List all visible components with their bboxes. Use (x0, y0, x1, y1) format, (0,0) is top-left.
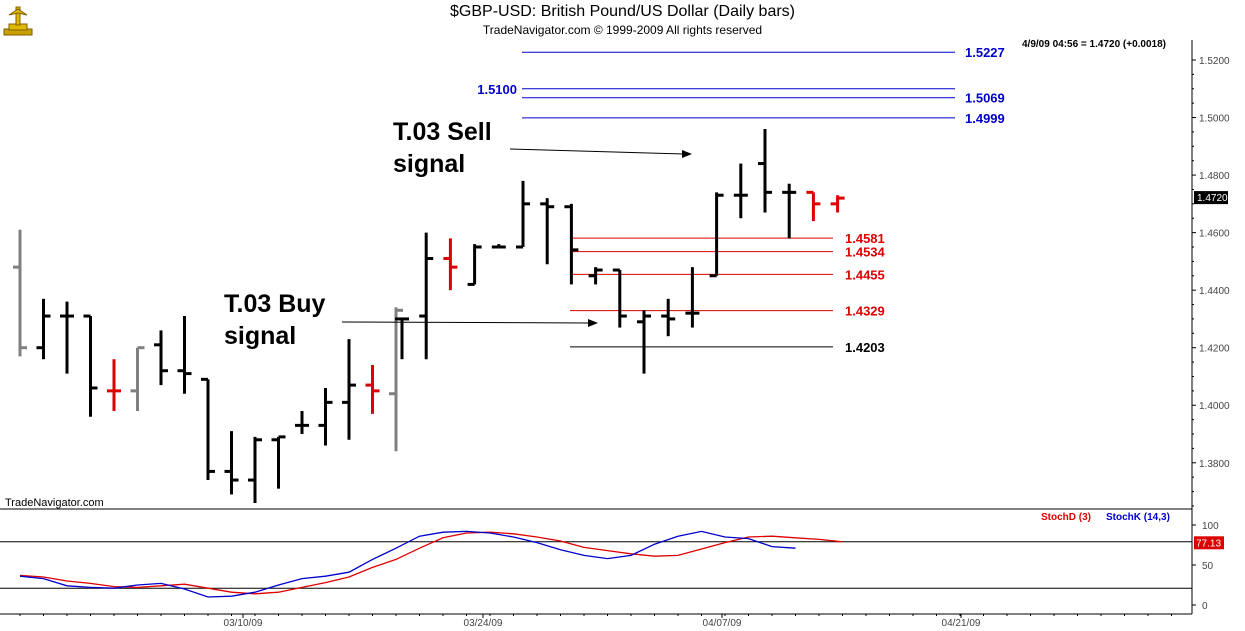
ohlc-bar (60, 301, 74, 374)
date-tick-label: 04/07/09 (703, 618, 742, 629)
last-price-box (1194, 191, 1228, 205)
ohlc-bar (564, 203, 579, 285)
stoch-last-value-label: 77.13 (1196, 538, 1221, 549)
ohlc-bar (271, 435, 286, 489)
stoch-last-value-box (1194, 536, 1224, 550)
ohlc-bar (782, 183, 797, 239)
level-label-1.4999: 1.4999 (965, 111, 1005, 126)
level-label-1.4329: 1.4329 (845, 304, 885, 319)
ohlc-bar (612, 268, 627, 328)
ohlc-bar (389, 307, 403, 452)
level-label-1.5227: 1.5227 (965, 45, 1005, 60)
date-tick-label: 03/24/09 (464, 618, 503, 629)
date-tick-label: 04/21/09 (942, 618, 981, 629)
price-tick-label: 1.3800 (1199, 459, 1230, 470)
ohlc-bar (733, 163, 748, 219)
chart-subtitle: TradeNavigator.com © 1999-2009 All right… (482, 23, 763, 37)
stoch-legend-k: StochK (14,3) (1106, 512, 1170, 523)
sell-signal-arrow (509, 148, 685, 155)
ohlc-bar (154, 330, 168, 386)
ohlc-bar (685, 267, 700, 328)
ohlc-bar (637, 310, 651, 374)
level-label-1.4203: 1.4203 (845, 340, 885, 355)
price-tick-label: 1.4000 (1199, 401, 1230, 412)
ohlc-bar (395, 317, 409, 360)
plot-background (0, 40, 1245, 631)
ohlc-bar (806, 190, 821, 222)
date-tick-label: 03/10/09 (224, 618, 263, 629)
signal-annotation-text: T.03 Buy (224, 290, 326, 318)
signal-annotation-text: T.03 Sell (393, 118, 492, 146)
ohlc-bar (661, 298, 676, 337)
level-label-1.5069: 1.5069 (965, 91, 1005, 106)
level-label-1.4455: 1.4455 (845, 267, 885, 282)
stoch-tick-label: 50 (1202, 561, 1214, 572)
ohlc-bar (491, 244, 506, 249)
buy-arrow-head (588, 319, 598, 327)
ohlc-bar (467, 244, 482, 286)
watermark-text: TradeNavigator.com (5, 497, 104, 509)
ohlc-bar (540, 198, 555, 265)
stoch-tick-label: 100 (1202, 521, 1219, 532)
ohlc-bar (36, 298, 51, 360)
buy-signal-arrow (341, 321, 591, 324)
ohlc-bar (224, 431, 239, 495)
stoch-legend-d: StochD (3) (1041, 512, 1091, 523)
price-tick-label: 1.5000 (1199, 114, 1230, 125)
ohlc-bar (419, 232, 434, 360)
stoch-series-line (19, 531, 843, 595)
stoch-tick-label: 0 (1202, 601, 1208, 612)
ohlc-bar (709, 192, 724, 278)
ohlc-bar (318, 387, 333, 446)
ohlc-bar (365, 364, 380, 414)
price-tick-label: 1.5200 (1199, 56, 1230, 67)
level-label-1.4581: 1.4581 (845, 231, 885, 246)
ohlc-bar (516, 180, 530, 249)
price-tick-label: 1.4800 (1199, 171, 1230, 182)
ohlc-bar (107, 359, 121, 411)
ohlc-bar (201, 377, 215, 481)
price-tick-label: 1.4600 (1199, 229, 1230, 240)
last-price-label: 1.4720 (1197, 193, 1228, 204)
ohlc-bar (177, 316, 192, 394)
quote-text: 4/9/09 04:56 = 1.4720 (+0.0018) (1022, 39, 1166, 50)
ohlc-bar (342, 339, 356, 440)
price-tick-label: 1.4200 (1199, 344, 1230, 355)
ohlc-bar (83, 314, 98, 417)
signal-annotation-text: signal (224, 322, 296, 350)
ohlc-bar (248, 436, 262, 504)
trade-navigator-logo-icon (3, 3, 33, 37)
chart-title: $GBP-USD: British Pound/US Dollar (Daily… (450, 3, 795, 20)
level-label-1.4534: 1.4534 (845, 245, 886, 260)
ohlc-bar (588, 267, 603, 285)
sell-arrow-head (682, 150, 692, 158)
level-label-1.5100: 1.5100 (477, 82, 517, 97)
signal-annotation-text: signal (393, 150, 465, 178)
price-tick-label: 1.4400 (1199, 286, 1230, 297)
ohlc-bar (13, 229, 27, 357)
ohlc-bar (758, 129, 772, 213)
ohlc-bar (830, 195, 845, 213)
stoch-series-line (19, 530, 796, 598)
ohlc-bar (295, 410, 309, 435)
ohlc-bar (130, 346, 145, 411)
ohlc-bar (443, 238, 458, 291)
